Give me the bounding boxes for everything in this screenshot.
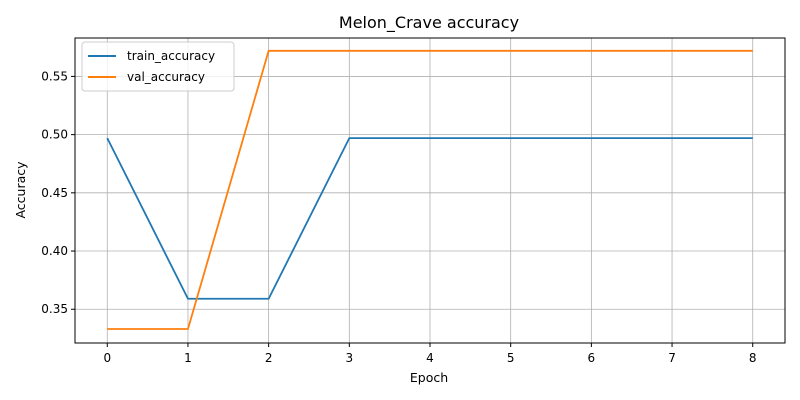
y-tick-label: 0.35	[41, 302, 68, 316]
x-tick-label: 1	[184, 351, 192, 365]
legend-label-train: train_accuracy	[127, 49, 215, 63]
x-tick-label: 4	[426, 351, 434, 365]
x-tick-label: 0	[103, 351, 111, 365]
x-tick-label: 3	[345, 351, 353, 365]
grid	[75, 38, 785, 343]
x-ticks: 0 1 2 3 4 5 6 7 8	[103, 343, 757, 365]
x-tick-label: 8	[749, 351, 757, 365]
x-tick-label: 2	[265, 351, 273, 365]
x-axis-label: Epoch	[410, 370, 448, 385]
legend-label-val: val_accuracy	[127, 70, 205, 84]
y-tick-label: 0.50	[41, 128, 68, 142]
x-tick-label: 5	[507, 351, 515, 365]
x-tick-label: 6	[588, 351, 596, 365]
series-line-val-accuracy	[107, 49, 753, 330]
y-tick-label: 0.40	[41, 244, 68, 258]
chart-title: Melon_Crave accuracy	[339, 13, 519, 33]
x-tick-label: 7	[668, 351, 676, 365]
y-ticks: 0.35 0.40 0.45 0.50 0.55	[41, 69, 75, 316]
series-layer	[106, 49, 753, 330]
y-tick-label: 0.55	[41, 69, 68, 83]
y-tick-label: 0.45	[41, 186, 68, 200]
legend: train_accuracy val_accuracy	[81, 41, 235, 92]
y-axis-label: Accuracy	[13, 161, 28, 219]
series-line-train-accuracy	[106, 137, 753, 300]
legend-box	[81, 41, 235, 92]
